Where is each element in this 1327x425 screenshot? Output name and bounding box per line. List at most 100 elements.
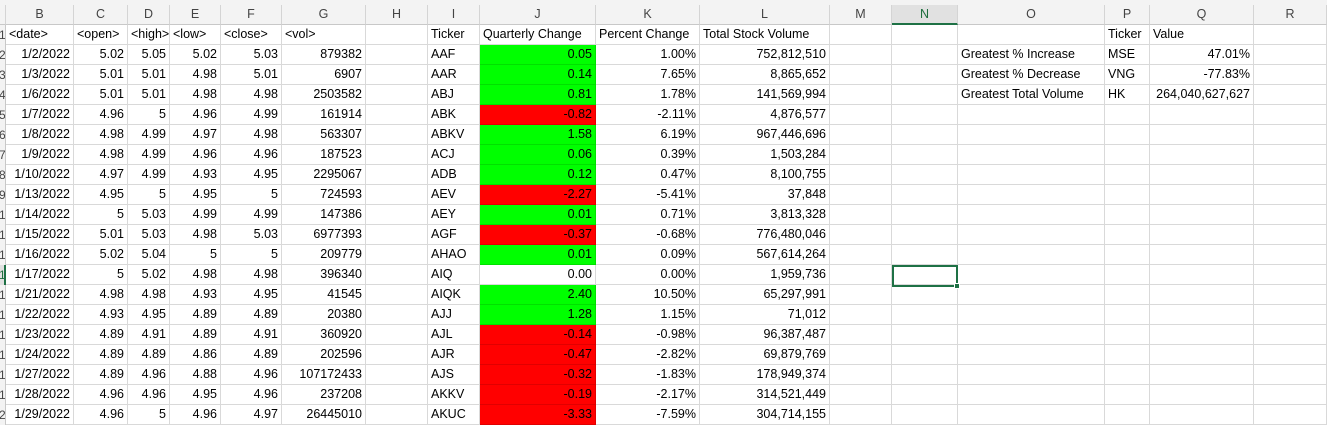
cell-n2[interactable] [892, 45, 958, 65]
stock-data-cell[interactable]: 5.01 [221, 65, 282, 85]
row-header-19[interactable]: 19 [0, 385, 6, 405]
stock-data-cell[interactable]: 2295067 [282, 165, 366, 185]
summary-data-cell[interactable]: 567,614,264 [700, 245, 830, 265]
summary-data-cell[interactable]: 69,879,769 [700, 345, 830, 365]
cell-n4[interactable] [892, 85, 958, 105]
cell-p5[interactable] [1105, 105, 1150, 125]
stock-data-cell[interactable]: 6907 [282, 65, 366, 85]
cell-h1[interactable] [366, 25, 428, 45]
cell-p12[interactable] [1105, 245, 1150, 265]
cell-n18[interactable] [892, 365, 958, 385]
summary-data-cell[interactable]: 0.09% [596, 245, 700, 265]
stock-data-cell[interactable]: 5 [221, 185, 282, 205]
stock-header-cell[interactable]: <close> [221, 25, 282, 45]
stock-data-cell[interactable]: 1/22/2022 [6, 305, 74, 325]
stock-data-cell[interactable]: 4.98 [170, 85, 221, 105]
summary-header-cell[interactable]: Percent Change [596, 25, 700, 45]
summary-data-cell[interactable]: AIQK [428, 285, 480, 305]
stock-header-cell[interactable]: <open> [74, 25, 128, 45]
summary-data-cell[interactable]: 10.50% [596, 285, 700, 305]
stock-data-cell[interactable]: 187523 [282, 145, 366, 165]
summary-data-cell[interactable]: AJS [428, 365, 480, 385]
row-header-13[interactable]: 13 [0, 265, 6, 285]
row-header-4[interactable]: 4 [0, 85, 6, 105]
summary-data-cell[interactable]: 8,865,652 [700, 65, 830, 85]
column-header-n[interactable]: N [892, 5, 958, 25]
cell-m10[interactable] [830, 205, 892, 225]
stock-data-cell[interactable]: 4.89 [74, 365, 128, 385]
stock-data-cell[interactable]: 1/2/2022 [6, 45, 74, 65]
stock-data-cell[interactable]: 4.98 [170, 65, 221, 85]
summary-data-cell[interactable]: -0.68% [596, 225, 700, 245]
cell-h13[interactable] [366, 265, 428, 285]
stock-data-cell[interactable]: 5.02 [74, 45, 128, 65]
stock-data-cell[interactable]: 2503582 [282, 85, 366, 105]
cell-o1[interactable] [958, 25, 1105, 45]
cell-o5[interactable] [958, 105, 1105, 125]
column-header-d[interactable]: D [128, 5, 170, 25]
summary-data-cell[interactable]: -0.98% [596, 325, 700, 345]
stock-data-cell[interactable]: 5 [128, 405, 170, 425]
row-header-6[interactable]: 6 [0, 125, 6, 145]
summary-data-cell[interactable]: ABK [428, 105, 480, 125]
row-header-1[interactable]: 1 [0, 25, 6, 45]
cell-m16[interactable] [830, 325, 892, 345]
cell-n17[interactable] [892, 345, 958, 365]
cell-p6[interactable] [1105, 125, 1150, 145]
stock-data-cell[interactable]: 5.03 [221, 225, 282, 245]
cell-q18[interactable] [1150, 365, 1254, 385]
stock-data-cell[interactable]: 5 [74, 205, 128, 225]
stock-data-cell[interactable]: 1/23/2022 [6, 325, 74, 345]
column-header-h[interactable]: H [366, 5, 428, 25]
row-header-12[interactable]: 12 [0, 245, 6, 265]
summary-data-cell[interactable]: 776,480,046 [700, 225, 830, 245]
stock-data-cell[interactable]: 4.96 [170, 105, 221, 125]
row-header-17[interactable]: 17 [0, 345, 6, 365]
quarterly-change-cell[interactable]: 0.12 [480, 165, 596, 185]
stock-data-cell[interactable]: 4.91 [128, 325, 170, 345]
stock-data-cell[interactable]: 161914 [282, 105, 366, 125]
summary-data-cell[interactable]: 1,959,736 [700, 265, 830, 285]
select-all-corner[interactable] [0, 5, 6, 25]
summary-data-cell[interactable]: 1.78% [596, 85, 700, 105]
cell-o15[interactable] [958, 305, 1105, 325]
stock-data-cell[interactable]: 4.88 [170, 365, 221, 385]
stock-data-cell[interactable]: 4.97 [170, 125, 221, 145]
stock-data-cell[interactable]: 4.98 [170, 225, 221, 245]
stock-data-cell[interactable]: 1/10/2022 [6, 165, 74, 185]
stock-header-cell[interactable]: <high> [128, 25, 170, 45]
cell-o14[interactable] [958, 285, 1105, 305]
stock-data-cell[interactable]: 41545 [282, 285, 366, 305]
cell-m5[interactable] [830, 105, 892, 125]
cell-h7[interactable] [366, 145, 428, 165]
column-header-j[interactable]: J [480, 5, 596, 25]
stock-data-cell[interactable]: 4.99 [170, 205, 221, 225]
stock-data-cell[interactable]: 5.01 [128, 85, 170, 105]
cell-m18[interactable] [830, 365, 892, 385]
column-header-p[interactable]: P [1105, 5, 1150, 25]
stock-data-cell[interactable]: 4.89 [128, 345, 170, 365]
row-header-11[interactable]: 11 [0, 225, 6, 245]
row-header-3[interactable]: 3 [0, 65, 6, 85]
column-header-c[interactable]: C [74, 5, 128, 25]
quarterly-change-cell[interactable]: 0.81 [480, 85, 596, 105]
stock-data-cell[interactable]: 6977393 [282, 225, 366, 245]
quarterly-change-cell[interactable]: 0.05 [480, 45, 596, 65]
summary-data-cell[interactable]: 1.15% [596, 305, 700, 325]
cell-r1[interactable] [1254, 25, 1327, 45]
summary-data-cell[interactable]: ABKV [428, 125, 480, 145]
quarterly-change-cell[interactable]: 1.58 [480, 125, 596, 145]
cell-m14[interactable] [830, 285, 892, 305]
cell-n7[interactable] [892, 145, 958, 165]
stock-data-cell[interactable]: 4.97 [221, 405, 282, 425]
cell-m8[interactable] [830, 165, 892, 185]
cell-m12[interactable] [830, 245, 892, 265]
cell-p19[interactable] [1105, 385, 1150, 405]
cell-q5[interactable] [1150, 105, 1254, 125]
stock-data-cell[interactable]: 1/27/2022 [6, 365, 74, 385]
cell-h20[interactable] [366, 405, 428, 425]
stock-data-cell[interactable]: 5.01 [74, 85, 128, 105]
stock-data-cell[interactable]: 1/17/2022 [6, 265, 74, 285]
row-header-8[interactable]: 8 [0, 165, 6, 185]
stock-data-cell[interactable]: 5.01 [74, 65, 128, 85]
